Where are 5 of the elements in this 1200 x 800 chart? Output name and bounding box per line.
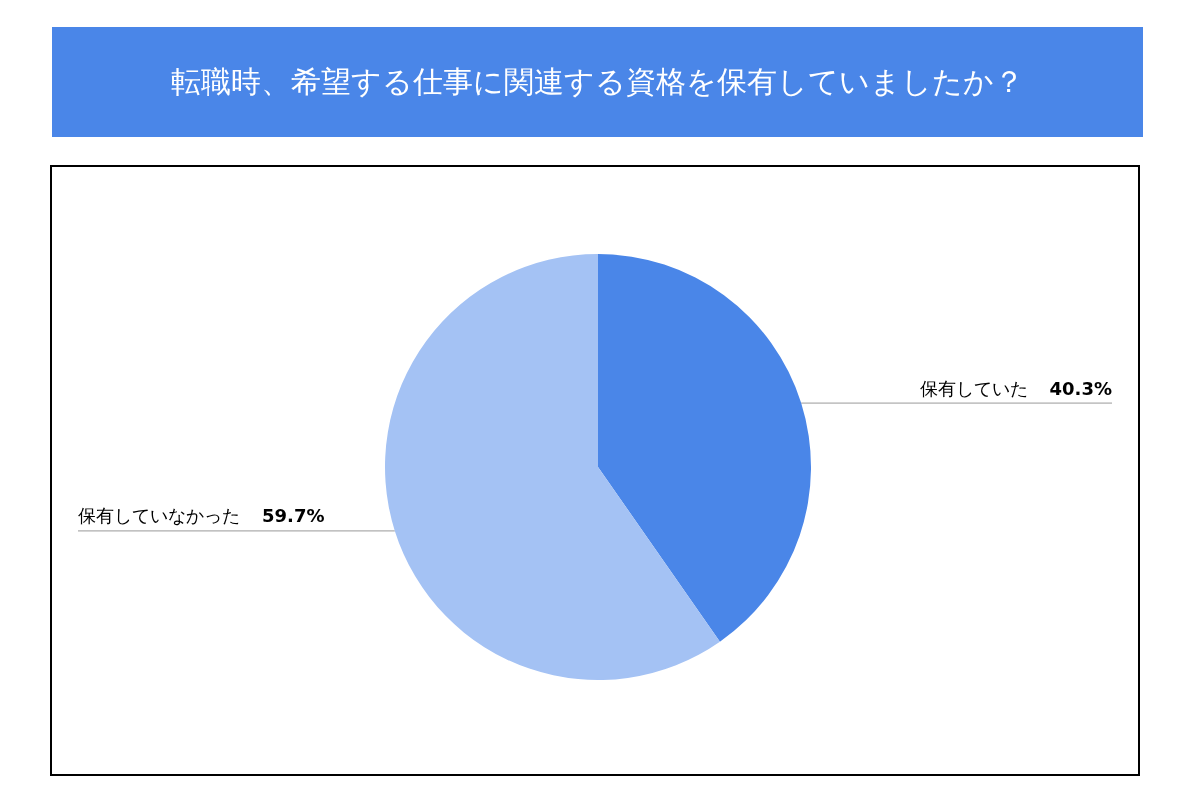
slice-label: 保有していた	[919, 377, 1028, 399]
slice-label: 保有していなかった	[78, 505, 240, 527]
data-label: 40.3%	[1049, 377, 1112, 399]
data-label: 59.7%	[262, 505, 325, 527]
chart-title: 転職時、希望する仕事に関連する資格を保有していましたか？	[171, 62, 1024, 101]
